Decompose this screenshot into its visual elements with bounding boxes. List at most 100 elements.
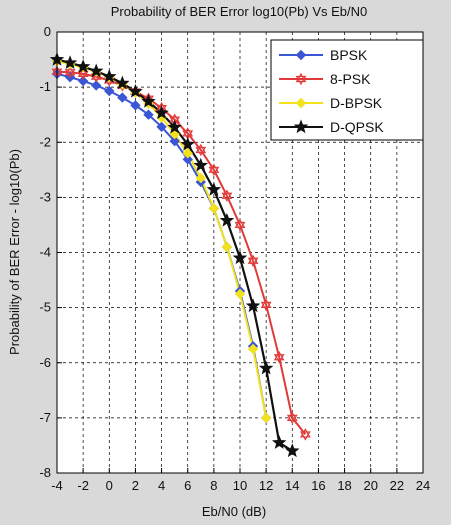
data-point-8-psk	[247, 254, 259, 267]
x-axis-label: Eb/N0 (dB)	[202, 504, 266, 519]
data-point-8-psk	[234, 218, 246, 232]
marker-part	[247, 254, 259, 264]
chart-title: Probability of BER Error log10(Pb) Vs Eb…	[111, 4, 368, 19]
marker-part	[208, 166, 220, 177]
legend-label: 8-PSK	[330, 71, 371, 87]
marker-part	[169, 116, 181, 126]
x-tick-label: 4	[158, 478, 165, 493]
legend: BPSK 8-PSK D-BPSK D-QPSK	[270, 39, 424, 141]
data-point-8-psk	[221, 189, 233, 202]
legend-entry-8-psk: 8-PSK	[279, 71, 371, 87]
data-point-d-qpsk	[206, 182, 222, 196]
data-point-d-qpsk	[128, 83, 143, 98]
marker-part	[286, 411, 298, 421]
marker-part	[295, 72, 307, 83]
marker-part	[299, 428, 311, 438]
marker-part	[295, 75, 307, 86]
legend-marker	[295, 49, 307, 61]
y-tick-label: -7	[39, 410, 51, 425]
marker-part	[221, 189, 233, 199]
data-point-bpsk	[130, 100, 141, 111]
x-tick-label: 16	[311, 478, 325, 493]
data-point-d-qpsk	[75, 59, 91, 73]
data-point-bpsk	[182, 154, 193, 165]
data-point-8-psk	[260, 298, 272, 312]
y-axis-label: Probability of BER Error - log10(Pb)	[7, 149, 22, 355]
x-tick-label: 14	[285, 478, 299, 493]
data-point-d-qpsk	[193, 157, 209, 172]
legend-marker	[295, 97, 307, 109]
x-tick-label: 12	[259, 478, 273, 493]
data-point-8-psk	[182, 127, 194, 140]
data-point-d-qpsk	[285, 443, 300, 458]
marker-part	[273, 354, 285, 364]
marker-part	[195, 146, 207, 157]
marker-part	[208, 163, 220, 173]
data-point-d-qpsk	[154, 105, 169, 120]
data-point-d-bpsk	[234, 288, 246, 300]
x-tick-label: 6	[184, 478, 191, 493]
marker-part	[234, 221, 246, 232]
x-tick-label: 18	[337, 478, 351, 493]
y-tick-label: -4	[39, 245, 51, 260]
y-tick-label: -3	[39, 189, 51, 204]
data-point-d-bpsk	[221, 241, 233, 253]
data-point-bpsk	[143, 109, 154, 120]
data-point-d-bpsk	[208, 203, 220, 214]
legend-marker	[295, 72, 307, 86]
y-tick-label: -2	[39, 134, 51, 149]
marker-part	[77, 67, 89, 77]
data-point-bpsk	[169, 135, 180, 147]
data-point-8-psk	[195, 143, 207, 157]
marker-part	[64, 66, 76, 76]
data-point-d-qpsk	[271, 435, 287, 449]
data-point-bpsk	[104, 85, 115, 97]
data-point-8-psk	[299, 428, 311, 441]
data-point-d-qpsk	[141, 93, 156, 108]
data-point-8-psk	[286, 411, 298, 425]
legend-entry-d-bpsk: D-BPSK	[279, 95, 383, 111]
data-point-d-qpsk	[167, 119, 182, 134]
x-tick-label: 10	[233, 478, 247, 493]
data-point-d-bpsk	[195, 172, 206, 184]
data-point-d-qpsk	[62, 55, 78, 70]
y-tick-label: 0	[44, 24, 51, 39]
marker-part	[234, 218, 246, 229]
data-point-d-qpsk	[245, 298, 261, 313]
marker-part	[247, 257, 259, 267]
marker-part	[273, 351, 285, 361]
legend-marker	[293, 119, 309, 134]
x-tick-label: 2	[132, 478, 139, 493]
marker-part	[195, 143, 207, 154]
legend-label: BPSK	[330, 47, 368, 63]
legend-label: D-QPSK	[330, 119, 384, 135]
x-tick-label: -2	[77, 478, 89, 493]
legend-box	[270, 39, 424, 141]
marker-part	[182, 130, 194, 140]
data-point-d-qpsk	[88, 63, 104, 78]
data-point-d-qpsk	[258, 360, 274, 375]
data-point-8-psk	[208, 163, 220, 177]
data-point-d-qpsk	[232, 250, 248, 265]
data-point-d-bpsk	[182, 148, 193, 159]
marker-part	[182, 127, 194, 137]
marker-part	[286, 414, 298, 425]
x-tick-label: -4	[51, 478, 63, 493]
marker-part	[260, 301, 272, 312]
legend-label: D-BPSK	[330, 95, 383, 111]
marker-part	[64, 69, 76, 79]
y-tick-label: -1	[39, 79, 51, 94]
marker-part	[299, 431, 311, 441]
data-point-d-qpsk	[180, 136, 195, 151]
data-point-d-bpsk	[247, 343, 259, 355]
marker-part	[260, 298, 272, 308]
data-point-bpsk	[117, 92, 128, 103]
data-point-d-qpsk	[219, 212, 235, 227]
y-tick-label: -6	[39, 355, 51, 370]
data-point-d-bpsk	[260, 412, 272, 424]
x-tick-label: 0	[106, 478, 113, 493]
x-tick-label: 24	[416, 478, 430, 493]
data-point-8-psk	[273, 351, 285, 364]
marker-part	[221, 192, 233, 202]
